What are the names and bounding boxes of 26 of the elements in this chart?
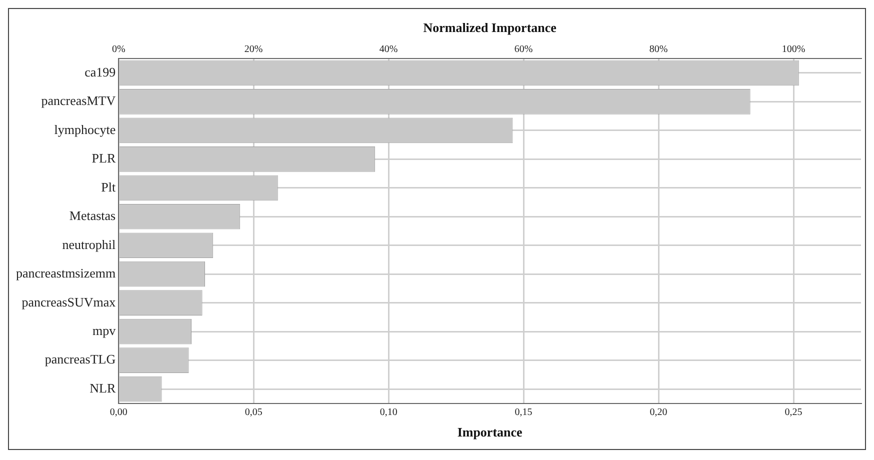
y-tick-label: neutrophil — [62, 236, 116, 252]
x-tick-label: 0,25 — [784, 407, 802, 418]
y-tick-label: lymphocyte — [54, 122, 116, 137]
y-tick-label: pancreasMTV — [41, 93, 116, 108]
y-tick-label: Metastas — [69, 208, 116, 224]
x-tick-label: 0,15 — [514, 407, 532, 418]
x2-axis-title: Normalized Importance — [423, 20, 557, 36]
y-tick-label: pancreasTLG — [44, 352, 116, 367]
x2-tick-label: 60% — [514, 44, 533, 56]
y-tick-label: pancreastmsizemm — [16, 266, 116, 281]
x-tick-label: 0,00 — [110, 407, 128, 418]
x-tick-label: 0,20 — [650, 407, 668, 418]
y-tick-label: PLR — [92, 150, 116, 166]
y-tick-label: pancreasSUVmax — [22, 294, 116, 310]
x2-tick-label: 80% — [649, 44, 668, 56]
y-tick-label: NLR — [90, 380, 116, 396]
x-tick-label: 0,10 — [380, 407, 398, 418]
x-axis-title: Importance — [457, 424, 523, 440]
x2-tick-label: 100% — [782, 44, 806, 56]
x2-tick-label: 40% — [379, 44, 398, 56]
x-tick-label: 0,05 — [244, 407, 262, 418]
y-tick-label: mpv — [92, 322, 116, 338]
x2-tick-label: 0% — [112, 44, 126, 56]
y-tick-label: ca199 — [84, 64, 116, 80]
y-tick-label: Plt — [101, 179, 116, 194]
x2-tick-label: 20% — [244, 44, 263, 56]
